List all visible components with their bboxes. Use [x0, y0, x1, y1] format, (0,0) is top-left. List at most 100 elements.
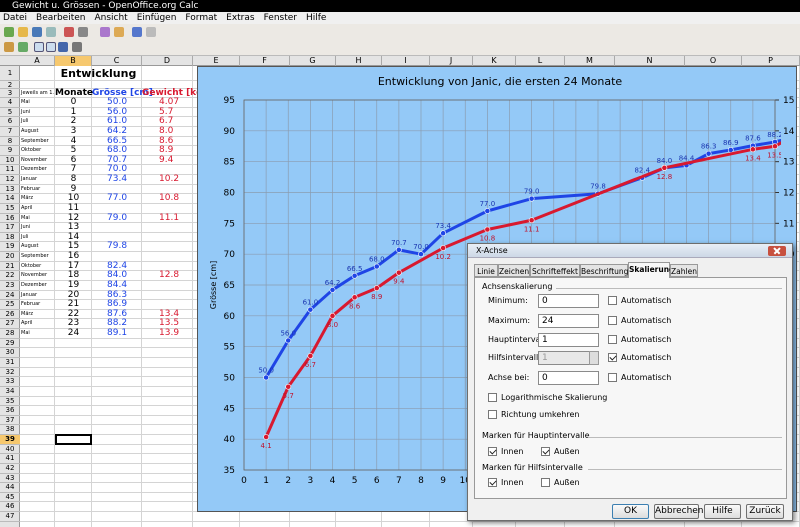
row-header[interactable]: 19 — [0, 242, 20, 253]
row-header[interactable]: 16 — [0, 214, 20, 224]
icon[interactable] — [132, 27, 142, 37]
row-header[interactable]: 42 — [0, 464, 20, 474]
row-header[interactable]: 20 — [0, 252, 20, 262]
row-header[interactable]: 11 — [0, 165, 20, 176]
tab[interactable]: Schrifteffekt — [530, 264, 580, 277]
row-header[interactable]: 18 — [0, 233, 20, 243]
row-header[interactable]: 17 — [0, 223, 20, 233]
checkbox[interactable] — [608, 353, 617, 362]
row-header[interactable]: 12 — [0, 175, 20, 185]
row-header[interactable]: 37 — [0, 416, 20, 426]
column-header[interactable]: G — [290, 56, 336, 66]
checkbox[interactable] — [608, 316, 617, 325]
column-header[interactable]: A — [20, 56, 55, 66]
row-header[interactable]: 15 — [0, 204, 20, 214]
menu-item[interactable]: Fenster — [263, 13, 297, 23]
column-header[interactable]: D — [142, 56, 193, 66]
row-header[interactable]: 47 — [0, 512, 20, 522]
close-button[interactable] — [768, 246, 786, 256]
column-header[interactable]: C — [92, 56, 142, 66]
row-header[interactable]: 28 — [0, 329, 20, 339]
row-header[interactable]: 21 — [0, 262, 20, 272]
row-header[interactable]: 3 — [0, 89, 20, 98]
icon[interactable] — [4, 27, 14, 37]
menu-item[interactable]: Hilfe — [305, 13, 327, 23]
menu-item[interactable]: Format — [185, 13, 218, 23]
checkbox[interactable] — [608, 373, 617, 382]
row-header[interactable]: 27 — [0, 319, 20, 330]
row-header[interactable]: 24 — [0, 291, 20, 301]
row-header[interactable]: 23 — [0, 281, 20, 291]
tab[interactable]: Beschriftung — [580, 264, 628, 277]
row-header[interactable]: 30 — [0, 348, 20, 358]
icon[interactable] — [46, 42, 56, 52]
checkbox[interactable] — [608, 335, 617, 344]
row-header[interactable]: 35 — [0, 397, 20, 407]
icon[interactable] — [18, 27, 28, 37]
row-header[interactable]: 1 — [0, 66, 20, 81]
column-header[interactable]: P — [742, 56, 800, 66]
icon[interactable] — [114, 27, 124, 37]
icon[interactable] — [4, 42, 14, 52]
row-header[interactable]: 13 — [0, 185, 20, 195]
text-input[interactable]: 0 — [538, 294, 599, 308]
column-header[interactable]: I — [382, 56, 430, 66]
row-header[interactable]: 26 — [0, 310, 20, 320]
row-header[interactable]: 7 — [0, 127, 20, 137]
row-header[interactable]: 29 — [0, 339, 20, 349]
button[interactable]: Hilfe — [704, 504, 741, 519]
row-header[interactable]: 6 — [0, 117, 20, 127]
menu-item[interactable]: Extras — [226, 13, 255, 23]
icon[interactable] — [146, 27, 156, 37]
column-header[interactable]: F — [240, 56, 290, 66]
spin-button[interactable] — [589, 351, 599, 365]
checkbox[interactable] — [488, 393, 497, 402]
column-header[interactable]: M — [565, 56, 615, 66]
row-header[interactable]: 40 — [0, 445, 20, 455]
icon[interactable] — [18, 42, 28, 52]
tab[interactable]: Zahlen — [670, 264, 698, 277]
tab[interactable]: Zeichen — [498, 264, 530, 277]
row-header[interactable]: 14 — [0, 194, 20, 204]
row-header[interactable]: 32 — [0, 368, 20, 378]
icon[interactable] — [64, 27, 74, 37]
icon[interactable] — [58, 42, 68, 52]
checkbox[interactable] — [541, 478, 550, 487]
button[interactable]: Zurück — [746, 504, 784, 519]
column-header[interactable]: E — [193, 56, 240, 66]
tab[interactable]: Linie — [474, 264, 498, 277]
text-input[interactable]: 24 — [538, 314, 599, 328]
menu-item[interactable]: Bearbeiten — [36, 13, 86, 23]
tab[interactable]: Skalierung — [628, 262, 674, 278]
icon[interactable] — [46, 27, 56, 37]
row-header[interactable]: 44 — [0, 483, 20, 493]
button[interactable]: OK — [612, 504, 649, 519]
row-header[interactable]: 4 — [0, 98, 20, 108]
row-header[interactable]: 43 — [0, 474, 20, 484]
column-header[interactable]: K — [473, 56, 516, 66]
column-header[interactable]: H — [336, 56, 382, 66]
row-header[interactable]: 34 — [0, 387, 20, 397]
row-header[interactable]: 36 — [0, 406, 20, 416]
row-header[interactable]: 33 — [0, 377, 20, 387]
row-header[interactable]: 38 — [0, 425, 20, 436]
column-header[interactable]: N — [615, 56, 685, 66]
icon[interactable] — [78, 27, 88, 37]
row-header[interactable]: 31 — [0, 358, 20, 368]
checkbox[interactable] — [488, 410, 497, 419]
checkbox[interactable] — [541, 447, 550, 456]
checkbox[interactable] — [488, 447, 497, 456]
column-header[interactable]: B — [55, 56, 92, 66]
column-header[interactable]: L — [516, 56, 565, 66]
menu-item[interactable]: Ansicht — [94, 13, 128, 23]
icon[interactable] — [32, 27, 42, 37]
row-header[interactable]: 10 — [0, 156, 20, 166]
row-header[interactable]: 8 — [0, 137, 20, 147]
text-input[interactable]: 1 — [538, 333, 599, 347]
button[interactable]: Abbrechen — [654, 504, 704, 519]
icon[interactable] — [100, 27, 110, 37]
column-header[interactable]: J — [430, 56, 473, 66]
column-header[interactable]: O — [685, 56, 742, 66]
row-header[interactable]: 9 — [0, 146, 20, 156]
checkbox[interactable] — [608, 296, 617, 305]
